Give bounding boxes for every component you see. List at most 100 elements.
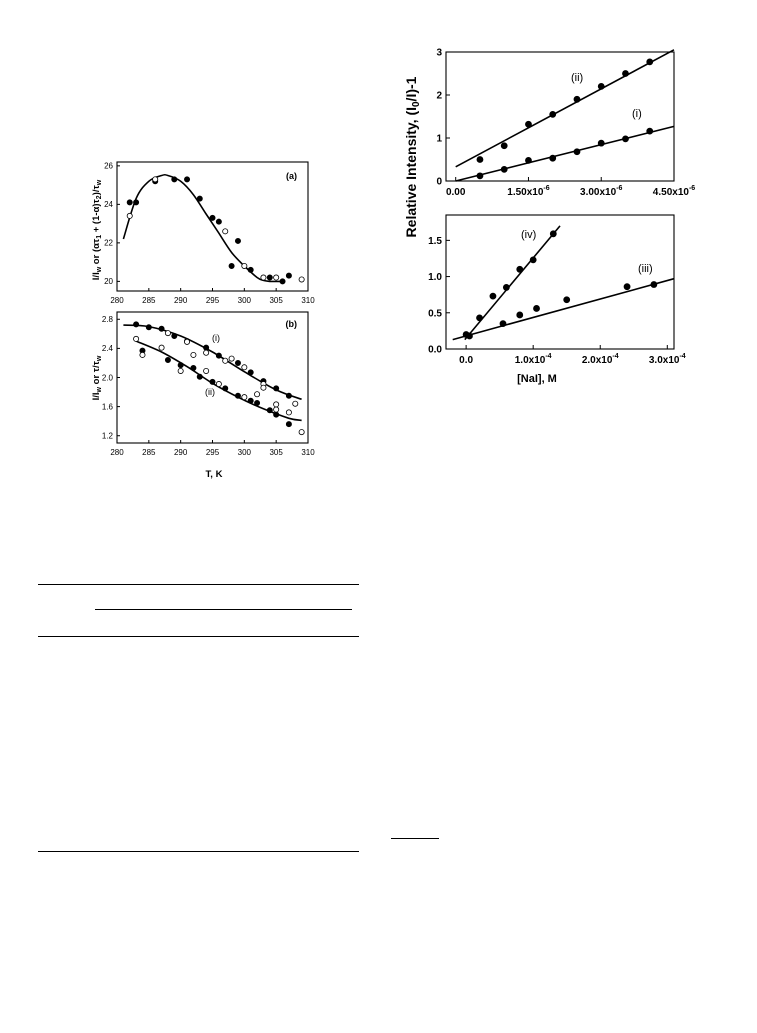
x-tick-label: 285 xyxy=(142,448,156,457)
data-point-open xyxy=(203,367,210,374)
data-point-open xyxy=(254,391,261,398)
x-tick-label: 300 xyxy=(238,296,252,305)
data-point-filled xyxy=(266,274,273,281)
data-point-filled xyxy=(516,311,524,319)
x-tick-label: 285 xyxy=(142,296,156,305)
data-point-filled xyxy=(215,352,222,359)
data-point-open xyxy=(285,409,292,416)
data-point-filled xyxy=(516,265,524,273)
data-point-filled xyxy=(158,325,165,332)
data-point-filled xyxy=(499,320,507,328)
y-tick-label: 22 xyxy=(104,239,113,248)
data-point-filled xyxy=(234,392,241,399)
x-tick-exponent: -6 xyxy=(616,185,622,192)
data-point-filled xyxy=(254,399,261,406)
data-point-filled xyxy=(549,110,557,118)
data-point-filled xyxy=(285,272,292,279)
x-tick-label: 305 xyxy=(269,296,283,305)
data-point-filled xyxy=(215,218,222,225)
data-point-open xyxy=(298,276,305,283)
data-point-filled xyxy=(171,333,178,340)
panel-bottom-right: 0.0 1.0x10-4 2.0x10-4 3.0x10-4 0.0 0.5 1.0 1.5 xyxy=(428,214,686,366)
x-tick-label: 3.0x10-4 xyxy=(649,353,686,366)
y-tick-label: 3 xyxy=(436,48,442,59)
x-tick-exponent: -4 xyxy=(612,353,618,360)
y-tick-label: 2.4 xyxy=(102,344,114,353)
y-tick-label: 24 xyxy=(104,200,113,209)
data-point-filled xyxy=(476,314,483,322)
data-point-filled xyxy=(273,411,280,418)
data-point-filled xyxy=(177,362,184,369)
data-point-open xyxy=(133,335,140,342)
data-point-filled xyxy=(489,292,497,300)
data-point-open xyxy=(241,394,248,401)
data-point-filled xyxy=(525,120,532,128)
data-point-filled xyxy=(646,58,654,66)
plot-frame xyxy=(116,311,309,444)
data-point-open xyxy=(164,330,171,337)
data-point-filled xyxy=(529,256,537,264)
data-point-filled xyxy=(563,296,571,304)
data-point-open xyxy=(139,351,146,358)
y-tick-label: 20 xyxy=(104,277,113,286)
data-point-filled xyxy=(502,284,510,291)
data-point-open xyxy=(292,400,299,407)
data-point-open xyxy=(222,357,229,364)
data-point-filled xyxy=(133,199,140,206)
data-point-filled xyxy=(573,148,581,156)
data-point-open xyxy=(273,274,280,281)
data-point-filled xyxy=(646,127,654,135)
x-tick-label: 290 xyxy=(174,448,188,457)
x-tick-label: 2.0x10-4 xyxy=(582,353,619,366)
data-point-filled xyxy=(622,135,629,143)
table-bottom-rule xyxy=(38,851,359,852)
data-point-open xyxy=(241,262,248,269)
data-point-filled xyxy=(164,357,171,364)
data-point-filled xyxy=(285,421,292,428)
data-point-filled xyxy=(466,332,473,340)
data-point-filled xyxy=(222,385,229,392)
data-point-filled xyxy=(285,392,292,399)
data-point-filled xyxy=(623,283,631,291)
right-ylabel: Relative Intensity, (I0/I)-1 xyxy=(403,76,422,237)
data-point-filled xyxy=(184,176,191,183)
plot-frame xyxy=(445,51,675,182)
data-point-filled xyxy=(126,199,133,206)
data-point-filled xyxy=(573,95,581,103)
x-tick-exponent: -4 xyxy=(545,353,551,360)
x-tick-label: 305 xyxy=(269,448,283,457)
data-point-open xyxy=(203,349,210,356)
series-label-iii: (iii) xyxy=(638,263,653,275)
x-tick-label: 1.50x10-6 xyxy=(507,185,549,198)
table-sub-rule xyxy=(95,609,352,610)
data-point-filled xyxy=(476,172,484,180)
panel-b-label: (b) xyxy=(286,319,298,329)
data-point-filled xyxy=(525,156,532,164)
data-point-filled xyxy=(500,142,508,150)
data-point-open xyxy=(260,274,267,281)
y-tick-label: 0 xyxy=(436,177,442,188)
data-point-filled xyxy=(549,230,557,238)
x-tick-label: 280 xyxy=(110,448,124,457)
data-point-filled xyxy=(622,70,629,77)
x-tick-label: 0.0 xyxy=(459,355,473,366)
x-tick-label: 295 xyxy=(206,448,220,457)
panel-top-right: 0.00 1.50x10-6 3.00x10-6 4.50x10-6 0 1 2 3 xyxy=(436,48,695,199)
plot-frame xyxy=(445,214,675,350)
x-tick-label: 295 xyxy=(206,296,220,305)
right-xlabel: [NaI], M xyxy=(517,373,557,385)
data-point-filled xyxy=(279,278,286,285)
y-tick-label: 1.6 xyxy=(102,402,114,411)
y-tick-label: 1.2 xyxy=(102,432,114,441)
x-tick-label: 0.00 xyxy=(446,187,466,198)
panel-b-xlabel: T, K xyxy=(206,469,223,480)
data-point-filled xyxy=(228,262,235,269)
x-tick-label: 310 xyxy=(301,448,315,457)
data-point-filled xyxy=(171,176,178,183)
data-point-filled xyxy=(247,369,254,376)
y-tick-label: 0.0 xyxy=(428,345,442,356)
y-tick-label: 1.0 xyxy=(428,272,442,283)
data-point-open xyxy=(273,401,280,408)
y-tick-label: 2.0 xyxy=(102,373,114,382)
